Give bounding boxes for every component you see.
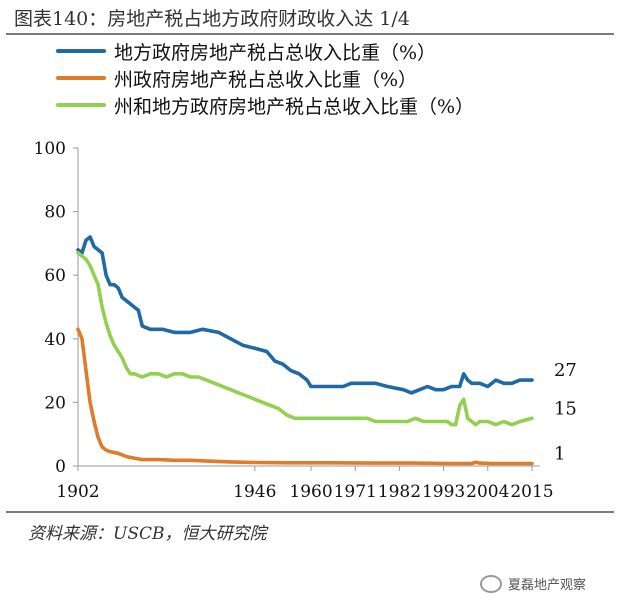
wechat-icon: [480, 574, 502, 593]
x-tick-label-1902: 1902: [56, 482, 99, 502]
watermark: 夏磊地产观察: [480, 574, 586, 593]
x-tick-label-1993: 1993: [422, 482, 465, 502]
x-tick-label-2015: 2015: [510, 482, 553, 502]
y-tick-label-40: 40: [44, 330, 66, 350]
y-tick-label-0: 0: [55, 457, 66, 477]
x-tick-label-1982: 1982: [378, 482, 421, 502]
legend-item-state: 州政府房地产税占总收入比重（%）: [56, 66, 418, 91]
y-tick-label-100: 100: [34, 139, 66, 159]
series-line-local: [76, 235, 534, 395]
x-tick-label-1946: 1946: [233, 482, 276, 502]
end-label-combined: 15: [554, 398, 577, 419]
x-tick-label-1971: 1971: [334, 482, 377, 502]
legend-label-local: 地方政府房地产税占总收入比重（%）: [114, 41, 437, 64]
legend-label-state: 州政府房地产税占总收入比重（%）: [114, 68, 418, 91]
line-chart: 0 20 40 60 80 100 1902 1946 1960 1971 1982 1993 2004…: [34, 139, 577, 502]
title-rule: [6, 33, 614, 35]
y-tick-label-20: 20: [44, 393, 66, 413]
legend-swatch-combined: [56, 103, 106, 107]
y-tick-label-80: 80: [44, 203, 66, 223]
series-line-combined: [76, 251, 534, 427]
legend-item-local: 地方政府房地产税占总收入比重（%）: [56, 39, 437, 64]
watermark-text: 夏磊地产观察: [508, 578, 587, 593]
x-tick-label-2004: 2004: [466, 482, 509, 502]
legend-swatch-local: [56, 49, 106, 53]
source-note: 资料来源：USCB，恒大研究院: [28, 524, 267, 544]
legend-swatch-state: [56, 76, 106, 80]
legend-item-combined: 州和地方政府房地产税占总收入比重（%）: [56, 93, 475, 118]
end-label-local: 27: [554, 360, 577, 381]
end-label-state: 1: [554, 443, 565, 464]
series-line-state: [76, 327, 534, 466]
source-rule: [6, 511, 614, 513]
x-tick-label-1960: 1960: [289, 482, 332, 502]
y-tick-label-60: 60: [44, 266, 66, 286]
legend-label-combined: 州和地方政府房地产税占总收入比重（%）: [114, 95, 475, 118]
figure-title: 图表140：房地产税占地方政府财政收入达 1/4: [14, 8, 410, 30]
